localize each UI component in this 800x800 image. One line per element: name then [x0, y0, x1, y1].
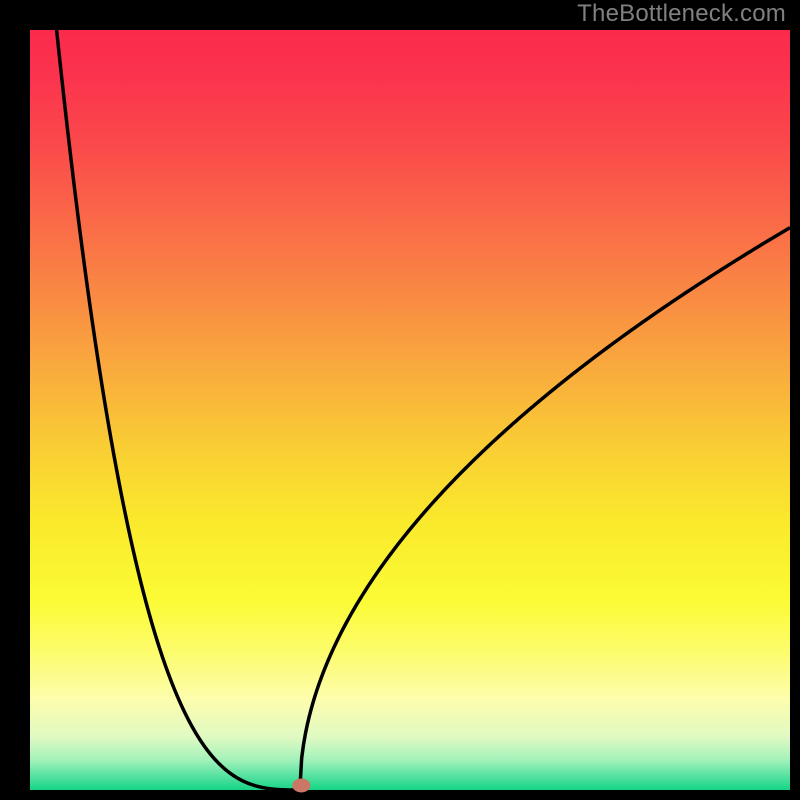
- watermark-text: TheBottleneck.com: [577, 0, 786, 28]
- frame-bottom: [0, 790, 800, 800]
- chart-container: TheBottleneck.com: [0, 0, 800, 800]
- bottleneck-chart: [0, 0, 800, 800]
- frame-right: [790, 0, 800, 800]
- frame-left: [0, 0, 30, 800]
- minimum-marker: [292, 778, 310, 792]
- plot-background: [30, 30, 790, 790]
